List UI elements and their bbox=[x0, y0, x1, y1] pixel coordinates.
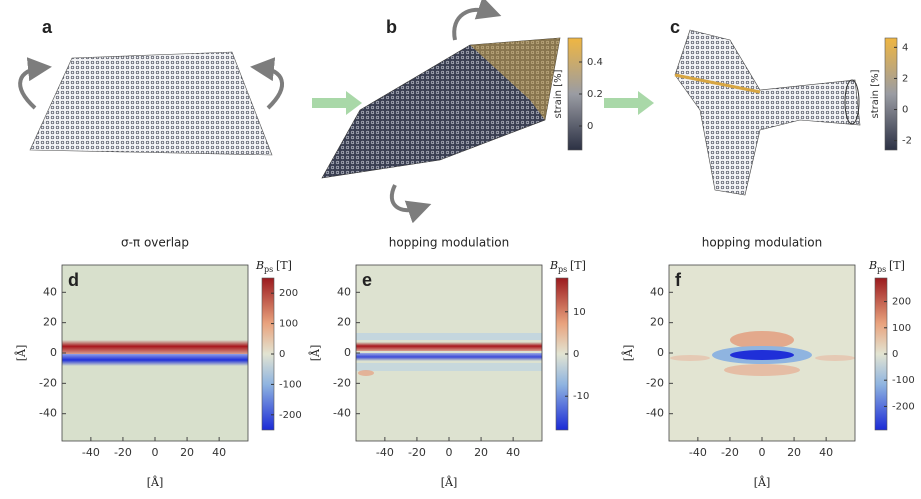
colorbar-tick-label: 4 bbox=[902, 42, 908, 53]
colorbar-tick-label: 0 bbox=[573, 349, 579, 360]
colorbar-tick-label: -10 bbox=[573, 391, 589, 402]
x-tick-label: -20 bbox=[114, 446, 132, 459]
x-tick-label: 20 bbox=[180, 446, 194, 459]
colorbar bbox=[884, 37, 898, 151]
y-axis-label: [Å] bbox=[14, 345, 28, 362]
x-axis-label: [Å] bbox=[754, 475, 771, 489]
colorbar-tick-label: 100 bbox=[892, 323, 911, 334]
plot-title: σ-π overlap bbox=[121, 236, 189, 250]
colorbar-subscript: ps bbox=[877, 265, 886, 274]
colorbar-tick-label: -200 bbox=[892, 401, 915, 412]
colorbar-subscript: ps bbox=[558, 265, 567, 274]
y-tick-label: 0 bbox=[50, 346, 57, 359]
heatmap bbox=[62, 265, 248, 441]
x-tick-label: 40 bbox=[212, 446, 226, 459]
twisted-sheet bbox=[321, 0, 561, 224]
x-tick-label: 40 bbox=[506, 446, 520, 459]
heatmap bbox=[356, 265, 542, 441]
x-tick-label: 0 bbox=[152, 446, 159, 459]
x-axis-label: [Å] bbox=[147, 475, 164, 489]
colorbar-tick-label: -2 bbox=[902, 136, 912, 147]
panel-letter: e bbox=[362, 270, 372, 290]
y-tick-label: 20 bbox=[43, 316, 57, 329]
heatmap bbox=[669, 265, 855, 441]
y-tick-label: 20 bbox=[650, 316, 664, 329]
colorbar-tick-label: 10 bbox=[573, 307, 586, 318]
x-tick-label: 0 bbox=[759, 446, 766, 459]
panel-letter: c bbox=[670, 17, 680, 37]
x-tick-label: -40 bbox=[376, 446, 394, 459]
x-axis-label: [Å] bbox=[441, 475, 458, 489]
y-tick-label: 40 bbox=[43, 285, 57, 298]
colorbar-unit: [T] bbox=[570, 259, 586, 272]
arrow bbox=[638, 91, 654, 115]
folded-tube bbox=[674, 29, 861, 196]
colorbar-tick-label: 0.4 bbox=[587, 57, 603, 68]
colorbar-tick-label: 2 bbox=[902, 73, 908, 84]
colorbar-subscript: ps bbox=[264, 265, 273, 274]
colorbar-tick-label: 200 bbox=[892, 297, 911, 308]
colorbar-tick-label: 0 bbox=[279, 349, 285, 360]
panel-letter: b bbox=[386, 17, 397, 37]
y-tick-label: 20 bbox=[337, 316, 351, 329]
plot-title: hopping modulation bbox=[702, 236, 822, 250]
colorbar-tick-label: -200 bbox=[279, 410, 302, 421]
colorbar-tick-label: 0.2 bbox=[587, 89, 603, 100]
x-tick-label: -20 bbox=[408, 446, 426, 459]
colorbar-unit: [T] bbox=[889, 259, 905, 272]
colorbar-tick-label: 200 bbox=[279, 288, 298, 299]
x-tick-label: 0 bbox=[446, 446, 453, 459]
colorbar-tick-label: 0 bbox=[587, 121, 593, 132]
y-axis-label: [Å] bbox=[308, 345, 322, 362]
x-tick-label: 20 bbox=[787, 446, 801, 459]
colorbar-tick-label: -100 bbox=[892, 375, 915, 386]
colorbar-unit: [T] bbox=[276, 259, 292, 272]
panel-letter: d bbox=[68, 270, 79, 290]
y-tick-label: 40 bbox=[337, 285, 351, 298]
x-tick-label: -40 bbox=[689, 446, 707, 459]
x-tick-label: -40 bbox=[82, 446, 100, 459]
y-tick-label: -40 bbox=[39, 407, 57, 420]
colorbar-label: strain [%] bbox=[553, 69, 564, 118]
panel-letter: f bbox=[675, 270, 682, 290]
arrow bbox=[346, 91, 362, 115]
colorbar-symbol: B bbox=[868, 259, 877, 272]
plot-title: hopping modulation bbox=[389, 236, 509, 250]
y-tick-label: -20 bbox=[333, 376, 351, 389]
y-tick-label: 40 bbox=[650, 285, 664, 298]
colorbar-tick-label: -100 bbox=[279, 379, 302, 390]
graphene-sheet bbox=[18, 51, 284, 156]
colorbar-symbol: B bbox=[549, 259, 558, 272]
colorbar-tick-label: 100 bbox=[279, 319, 298, 330]
y-tick-label: -40 bbox=[646, 407, 664, 420]
x-tick-label: -20 bbox=[721, 446, 739, 459]
x-tick-label: 40 bbox=[819, 446, 833, 459]
colorbar-tick-label: 0 bbox=[892, 349, 898, 360]
colorbar-label: strain [%] bbox=[870, 69, 881, 118]
y-tick-label: -20 bbox=[646, 376, 664, 389]
y-tick-label: 0 bbox=[344, 346, 351, 359]
y-axis-label: [Å] bbox=[621, 345, 635, 362]
panel-letter: a bbox=[42, 17, 53, 37]
y-tick-label: -20 bbox=[39, 376, 57, 389]
x-tick-label: 20 bbox=[474, 446, 488, 459]
colorbar-symbol: B bbox=[255, 259, 264, 272]
colorbar-tick-label: 0 bbox=[902, 105, 908, 116]
y-tick-label: 0 bbox=[657, 346, 664, 359]
y-tick-label: -40 bbox=[333, 407, 351, 420]
